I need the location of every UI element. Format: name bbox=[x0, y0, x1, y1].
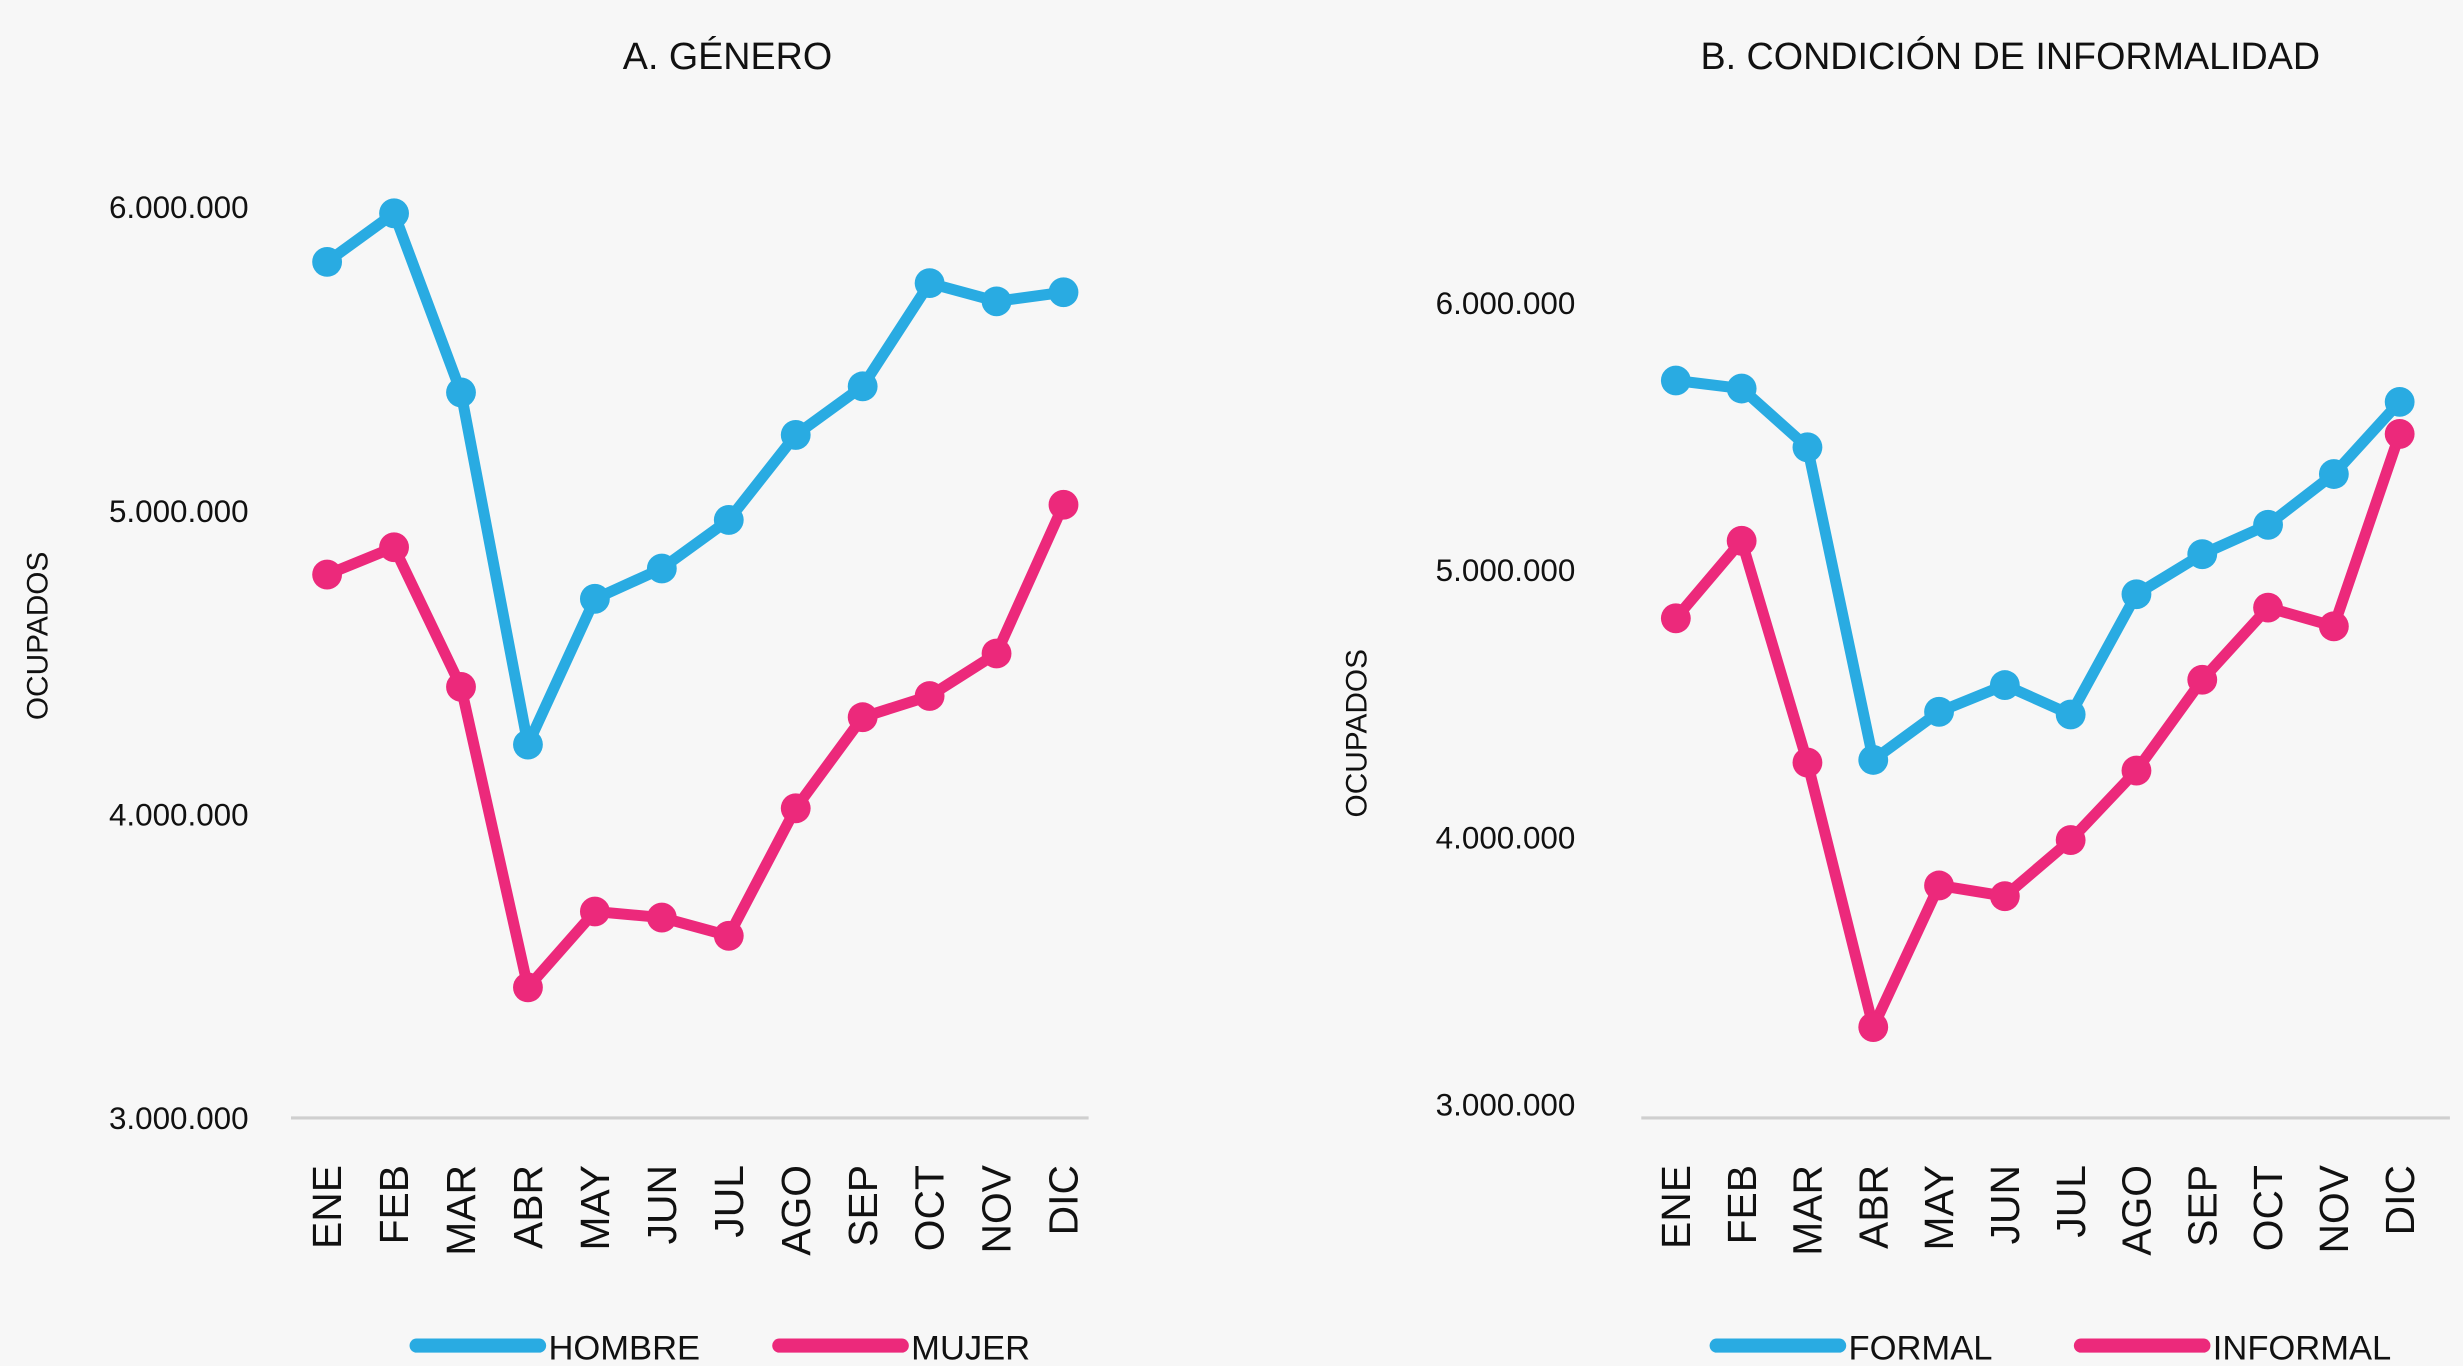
x-tick-label: MAY bbox=[572, 1165, 618, 1250]
data-point bbox=[2121, 755, 2152, 786]
data-point bbox=[579, 583, 610, 614]
data-point bbox=[1048, 277, 1079, 308]
data-point bbox=[646, 902, 677, 933]
data-point bbox=[713, 505, 744, 535]
data-point bbox=[2318, 459, 2349, 489]
data-point bbox=[1726, 525, 1757, 556]
x-tick-label: FEB bbox=[371, 1165, 417, 1244]
data-point bbox=[847, 702, 878, 733]
x-tick-label: ABR bbox=[1850, 1165, 1896, 1249]
x-tick-label: OCT bbox=[2245, 1165, 2291, 1251]
y-axis-label: OCUPADOS bbox=[1341, 649, 1374, 817]
x-tick-label: MAY bbox=[1916, 1165, 1962, 1250]
x-tick-label: JUN bbox=[1982, 1165, 2028, 1244]
data-point bbox=[1924, 870, 1954, 901]
x-tick-label: ABR bbox=[505, 1165, 551, 1249]
data-point bbox=[1792, 432, 1823, 463]
legend-label: MUJER bbox=[911, 1330, 1030, 1366]
legend-label: INFORMAL bbox=[2213, 1330, 2391, 1366]
data-point bbox=[1660, 365, 1691, 396]
data-point bbox=[446, 377, 476, 408]
data-point bbox=[1989, 881, 2020, 912]
x-tick-label: AGO bbox=[2114, 1165, 2160, 1256]
data-point bbox=[1726, 373, 1757, 404]
legend-label: FORMAL bbox=[1849, 1330, 1993, 1366]
y-tick-label: 3.000.000 bbox=[109, 1101, 249, 1136]
x-tick-label: MAR bbox=[1785, 1165, 1831, 1256]
data-point bbox=[312, 559, 343, 590]
data-point bbox=[513, 729, 543, 760]
x-tick-label: JUL bbox=[2048, 1165, 2094, 1238]
data-point bbox=[646, 553, 677, 584]
data-point bbox=[2055, 825, 2086, 855]
data-point bbox=[981, 638, 1012, 669]
chart-title: B. CONDICIÓN DE INFORMALIDAD bbox=[1701, 35, 2321, 77]
data-point bbox=[2187, 539, 2218, 570]
y-tick-label: 5.000.000 bbox=[109, 494, 249, 529]
x-tick-label: SEP bbox=[840, 1165, 886, 1247]
y-tick-label: 6.000.000 bbox=[1436, 286, 1576, 321]
x-tick-label: ENE bbox=[1653, 1165, 1699, 1249]
y-tick-label: 6.000.000 bbox=[109, 190, 249, 225]
data-point bbox=[579, 896, 610, 927]
x-tick-label: JUL bbox=[706, 1165, 752, 1238]
x-tick-label: SEP bbox=[2179, 1165, 2225, 1247]
data-point bbox=[2187, 664, 2218, 695]
data-point bbox=[2384, 419, 2415, 449]
data-point bbox=[2253, 592, 2283, 623]
chart-title: A. GÉNERO bbox=[623, 35, 832, 77]
data-point bbox=[1858, 1012, 1889, 1042]
y-tick-label: 4.000.000 bbox=[1436, 820, 1576, 855]
y-axis-label: OCUPADOS bbox=[22, 552, 55, 721]
data-point bbox=[1858, 744, 1889, 775]
data-point bbox=[379, 532, 409, 563]
data-point bbox=[446, 671, 476, 702]
data-point bbox=[2055, 699, 2086, 730]
x-tick-label: NOV bbox=[974, 1164, 1020, 1253]
data-point bbox=[981, 286, 1012, 317]
data-point bbox=[1792, 747, 1823, 778]
x-tick-label: OCT bbox=[907, 1165, 953, 1251]
data-point bbox=[847, 371, 878, 402]
x-tick-label: NOV bbox=[2311, 1164, 2357, 1253]
x-tick-label: JUN bbox=[639, 1165, 685, 1244]
data-point bbox=[914, 268, 945, 299]
y-tick-label: 3.000.000 bbox=[1436, 1088, 1576, 1123]
x-tick-label: MAR bbox=[438, 1165, 484, 1256]
x-tick-label: DIC bbox=[1041, 1165, 1087, 1235]
data-point bbox=[780, 793, 811, 824]
data-point bbox=[1048, 489, 1079, 520]
data-point bbox=[1660, 603, 1691, 634]
data-point bbox=[1989, 670, 2020, 701]
y-tick-label: 4.000.000 bbox=[109, 797, 249, 832]
x-tick-label: FEB bbox=[1719, 1165, 1765, 1244]
data-point bbox=[513, 972, 543, 1003]
data-point bbox=[914, 681, 945, 711]
data-point bbox=[2384, 386, 2415, 417]
legend-label: HOMBRE bbox=[549, 1330, 701, 1366]
data-point bbox=[2318, 611, 2349, 642]
data-point bbox=[1924, 696, 1954, 727]
y-tick-label: 5.000.000 bbox=[1436, 553, 1576, 588]
data-point bbox=[2121, 579, 2152, 610]
data-point bbox=[713, 920, 744, 951]
x-tick-label: ENE bbox=[304, 1165, 350, 1249]
data-point bbox=[2253, 509, 2283, 540]
x-tick-label: DIC bbox=[2377, 1165, 2423, 1235]
data-point bbox=[379, 198, 409, 229]
data-point bbox=[312, 246, 343, 277]
data-point bbox=[780, 420, 811, 450]
x-tick-label: AGO bbox=[773, 1165, 819, 1256]
